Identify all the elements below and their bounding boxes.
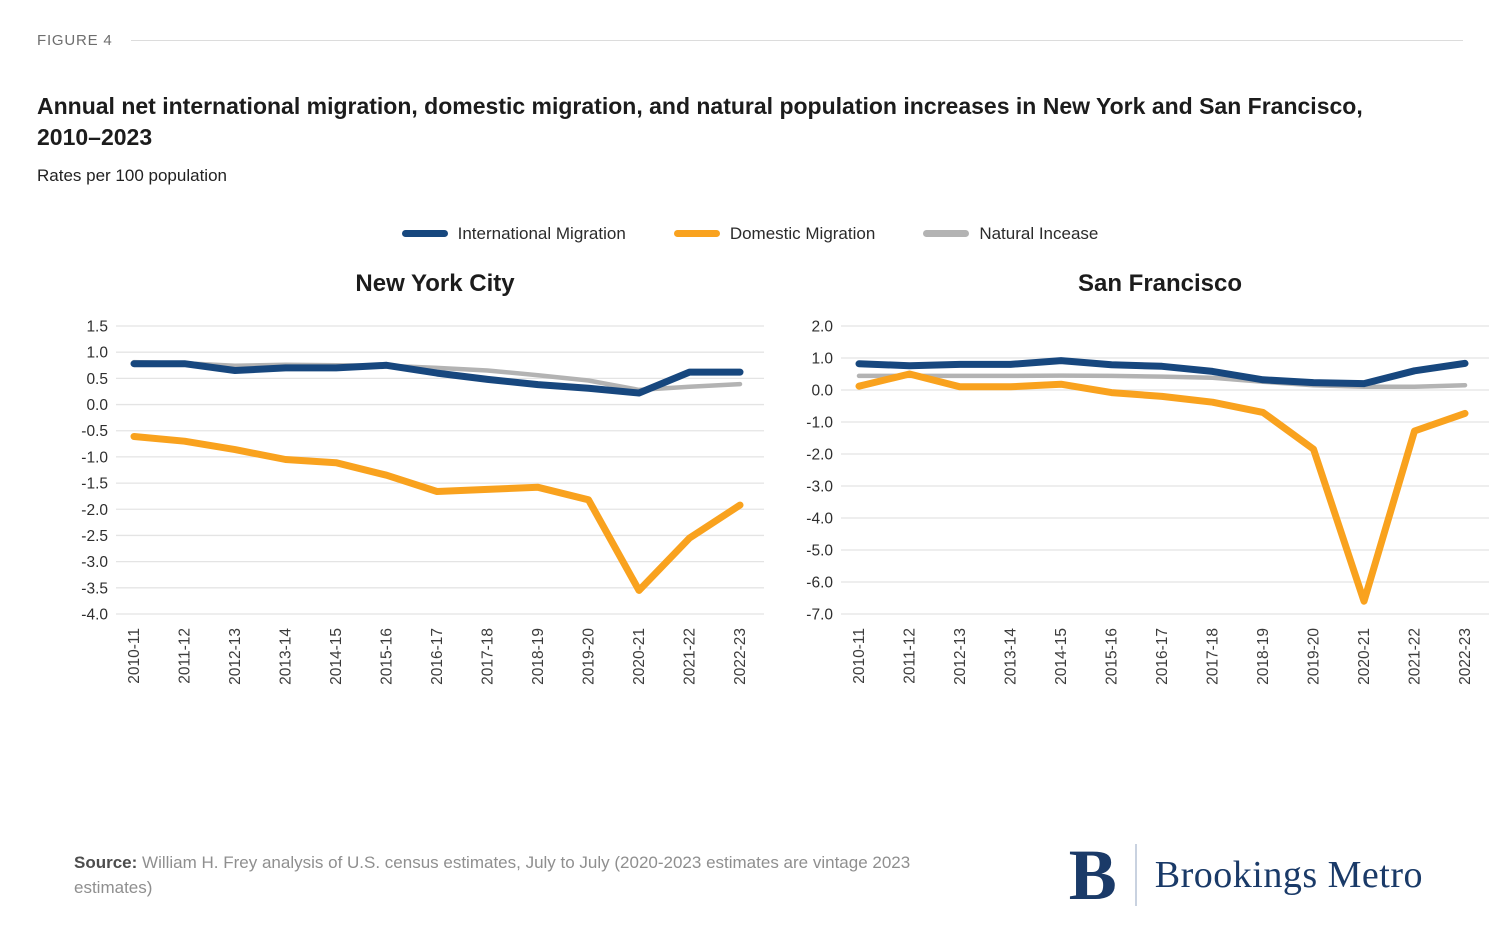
legend-label: Domestic Migration: [729, 223, 876, 243]
x-tick-label: 2022-23: [1457, 628, 1474, 685]
source-note: Source: William H. Frey analysis of U.S.…: [74, 850, 934, 901]
series-line-international-migration: [855, 356, 1469, 387]
footer: Source: William H. Frey analysis of U.S.…: [37, 839, 1463, 939]
y-tick-label: 1.0: [811, 350, 833, 367]
x-tick-label: 2011-12: [177, 628, 194, 684]
y-tick-label: 0.5: [86, 370, 108, 387]
x-tick-label: 2014-15: [328, 628, 345, 685]
legend-item-domestic-migration: Domestic Migration: [673, 223, 876, 244]
y-tick-label: 0.0: [86, 397, 108, 414]
x-tick-label: 2011-12: [902, 628, 919, 684]
y-tick-label: -7.0: [806, 606, 833, 623]
x-tick-label: 2015-16: [379, 628, 396, 685]
logo-divider: [1134, 844, 1137, 906]
x-tick-label: 2010-11: [126, 628, 143, 684]
logo-wordmark: Brookings Metro: [1154, 854, 1423, 896]
x-tick-label: 2012-13: [952, 628, 969, 685]
y-tick-label: -2.0: [806, 446, 833, 463]
series-line-domestic-migration: [855, 370, 1469, 605]
x-tick-label: 2021-22: [1407, 628, 1424, 685]
chart-title-san-francisco: San Francisco: [1077, 269, 1243, 297]
figure-label: FIGURE 4: [37, 32, 113, 49]
x-tick-label: 2017-18: [480, 628, 497, 685]
y-tick-label: -6.0: [806, 574, 833, 591]
x-tick-label: 2015-16: [1104, 628, 1121, 685]
y-tick-label: -4.0: [806, 510, 833, 527]
y-tick-label: 1.5: [86, 318, 108, 335]
y-tick-label: 0.0: [811, 382, 833, 399]
page-title: Annual net international migration, dome…: [37, 93, 1363, 151]
x-tick-label: 2022-23: [732, 628, 749, 685]
line-chart-new-york-city: 1.5 1.0 0.5 0.0 -0.5 -1.0 -1.5 -2.0 -2.5 -3.0 -3.5…: [81, 318, 764, 685]
y-tick-label: 1.0: [86, 344, 108, 361]
page-subtitle: Rates per 100 population: [37, 165, 227, 185]
x-tick-label: 2014-15: [1053, 628, 1070, 685]
y-tick-label: 2.0: [811, 318, 833, 335]
legend-label: International Migration: [457, 223, 626, 243]
y-tick-label: -3.5: [81, 580, 108, 597]
x-tick-label: 2019-20: [1306, 627, 1323, 684]
x-tick-label: 2020-21: [631, 628, 648, 685]
line-chart-san-francisco: 2.0 1.0 0.0 -1.0 -2.0 -3.0 -4.0 -5.0 -6.0 -7.0 201…: [806, 318, 1489, 685]
brookings-metro-logo: B Brookings Metro: [1069, 839, 1423, 911]
legend-item-international-migration: International Migration: [401, 223, 626, 244]
y-tick-label: -2.0: [81, 501, 108, 518]
x-tick-label: 2013-14: [1003, 627, 1020, 684]
charts-row: New York City 1.5 1.0 0.5 0.0 -0.5 -1.0 -1.5 -2…: [37, 270, 1489, 724]
chart-san-francisco: San Francisco 2.0 1.0 0.0 -1.0 -2.0 -3.0 -4.0 -…: [775, 270, 1500, 724]
figure-header: FIGURE 4: [37, 32, 1463, 49]
source-label: Source:: [74, 852, 138, 872]
x-tick-label: 2010-11: [851, 628, 868, 684]
legend: International Migration Domestic Migrati…: [37, 224, 1463, 244]
y-tick-label: -1.0: [806, 414, 833, 431]
y-tick-label: -1.0: [81, 449, 108, 466]
series-line-international-migration: [130, 359, 744, 397]
legend-swatch-natural: [923, 230, 970, 238]
x-tick-label: 2018-19: [1255, 628, 1272, 685]
chart-new-york-city: New York City 1.5 1.0 0.5 0.0 -0.5 -1.0 -1.5 -2…: [50, 270, 775, 724]
x-tick-label: 2019-20: [581, 627, 598, 684]
x-tick-label: 2012-13: [227, 628, 244, 685]
series-line-domestic-migration: [130, 432, 744, 594]
y-tick-label: -2.5: [81, 527, 108, 544]
y-tick-label: -3.0: [806, 478, 833, 495]
x-tick-label: 2013-14: [278, 627, 295, 684]
y-tick-label: -4.0: [81, 606, 108, 623]
x-tick-label: 2016-17: [429, 628, 446, 685]
y-tick-label: -5.0: [806, 542, 833, 559]
y-tick-label: -0.5: [81, 423, 108, 440]
brookings-b-mark: B: [1068, 835, 1117, 915]
legend-label: Natural Incease: [979, 223, 1099, 243]
legend-item-natural-increase: Natural Incease: [923, 224, 1098, 244]
x-tick-label: 2016-17: [1154, 628, 1171, 685]
x-tick-label: 2021-22: [682, 628, 699, 685]
chart-title-new-york-city: New York City: [355, 269, 515, 297]
y-tick-label: -1.5: [81, 475, 108, 492]
x-tick-label: 2020-21: [1356, 628, 1373, 685]
legend-swatch-domestic: [673, 230, 720, 238]
source-text: William H. Frey analysis of U.S. census …: [74, 852, 911, 898]
x-tick-label: 2017-18: [1205, 628, 1222, 685]
x-tick-label: 2018-19: [530, 628, 547, 685]
figure-rule: [130, 40, 1463, 41]
y-tick-label: -3.0: [81, 554, 108, 571]
legend-swatch-international: [401, 230, 448, 238]
